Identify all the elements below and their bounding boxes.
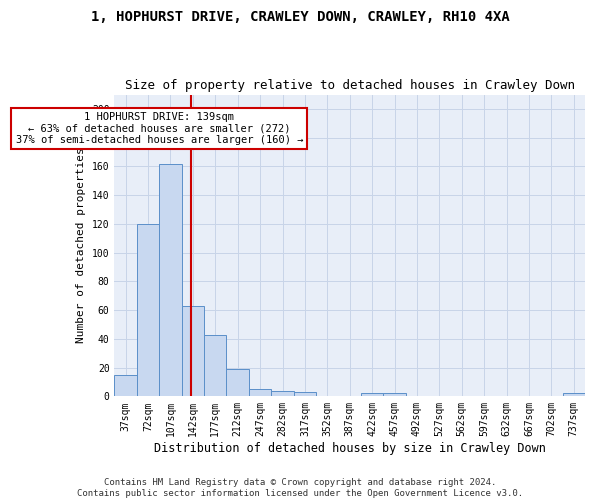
Bar bbox=[361, 394, 383, 396]
Text: Contains HM Land Registry data © Crown copyright and database right 2024.
Contai: Contains HM Land Registry data © Crown c… bbox=[77, 478, 523, 498]
Y-axis label: Number of detached properties: Number of detached properties bbox=[76, 148, 86, 344]
Bar bbox=[563, 394, 585, 396]
X-axis label: Distribution of detached houses by size in Crawley Down: Distribution of detached houses by size … bbox=[154, 442, 545, 455]
Bar bbox=[204, 334, 226, 396]
Title: Size of property relative to detached houses in Crawley Down: Size of property relative to detached ho… bbox=[125, 79, 575, 92]
Bar bbox=[226, 369, 249, 396]
Bar bbox=[383, 394, 406, 396]
Bar bbox=[249, 389, 271, 396]
Text: 1, HOPHURST DRIVE, CRAWLEY DOWN, CRAWLEY, RH10 4XA: 1, HOPHURST DRIVE, CRAWLEY DOWN, CRAWLEY… bbox=[91, 10, 509, 24]
Bar bbox=[182, 306, 204, 396]
Bar bbox=[294, 392, 316, 396]
Bar bbox=[159, 164, 182, 396]
Bar bbox=[137, 224, 159, 396]
Bar bbox=[115, 375, 137, 396]
Bar bbox=[271, 390, 294, 396]
Text: 1 HOPHURST DRIVE: 139sqm
← 63% of detached houses are smaller (272)
37% of semi-: 1 HOPHURST DRIVE: 139sqm ← 63% of detach… bbox=[16, 112, 303, 145]
